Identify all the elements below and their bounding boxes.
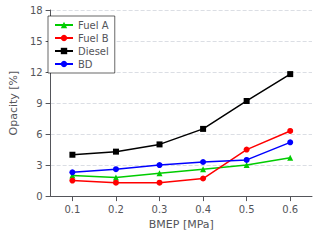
- svg-text:15: 15: [30, 36, 43, 47]
- svg-text:0.5: 0.5: [239, 204, 255, 215]
- svg-text:0.1: 0.1: [64, 204, 80, 215]
- svg-text:Opacity [%]: Opacity [%]: [7, 71, 20, 136]
- svg-text:0.3: 0.3: [152, 204, 168, 215]
- svg-text:12: 12: [30, 67, 43, 78]
- svg-text:BD: BD: [78, 59, 93, 70]
- svg-text:0: 0: [36, 191, 42, 202]
- svg-text:6: 6: [36, 129, 42, 140]
- svg-text:BMEP [MPa]: BMEP [MPa]: [149, 218, 214, 231]
- svg-text:9: 9: [36, 98, 42, 109]
- svg-text:18: 18: [30, 5, 43, 16]
- svg-text:0.4: 0.4: [195, 204, 211, 215]
- svg-text:3: 3: [36, 160, 42, 171]
- svg-text:0.2: 0.2: [108, 204, 124, 215]
- svg-text:Diesel: Diesel: [78, 46, 109, 57]
- svg-text:Fuel A: Fuel A: [78, 20, 109, 31]
- svg-text:Fuel B: Fuel B: [78, 33, 109, 44]
- svg-text:0.6: 0.6: [282, 204, 298, 215]
